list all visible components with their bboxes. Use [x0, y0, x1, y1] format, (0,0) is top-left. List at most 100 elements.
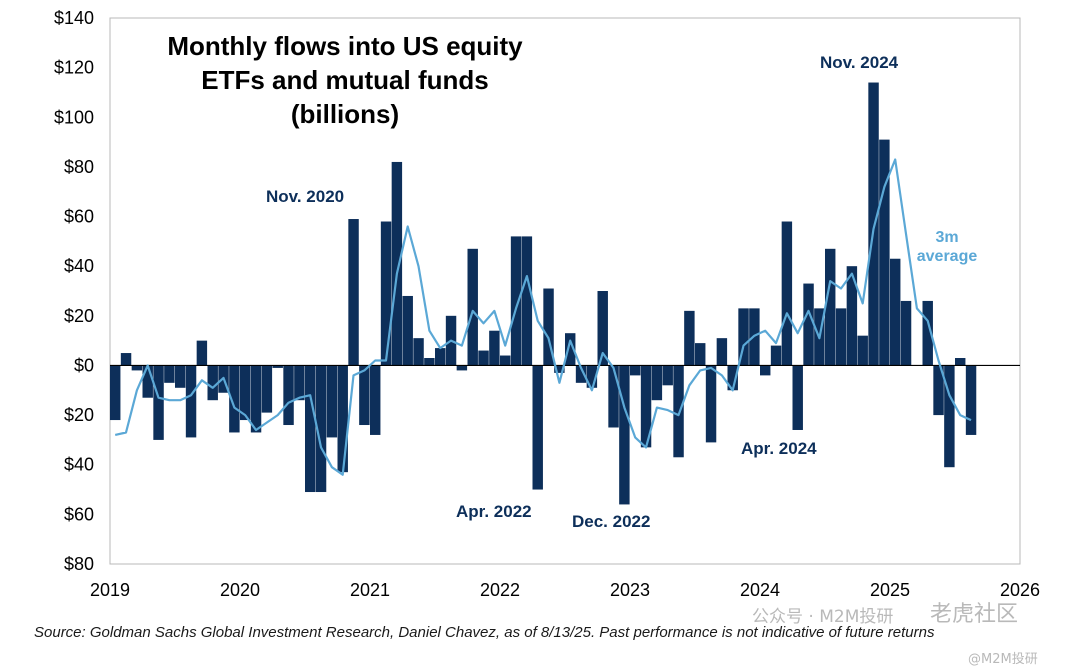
legend-3m-label: 3m — [935, 229, 958, 246]
flow-bar — [825, 248, 836, 366]
x-tick-label: 2019 — [90, 580, 130, 600]
flow-bar — [662, 365, 673, 386]
annotation-nov-2024: Nov. 2024 — [820, 53, 899, 72]
flows-chart: $140 $120 $100 $80 $60 $40 $20 $0 $20 $40 $60 $80 2… — [54, 8, 1040, 600]
y-tick-label: $0 — [74, 355, 94, 375]
flow-bar — [890, 258, 901, 366]
y-tick-label: $40 — [64, 256, 94, 276]
flow-bar — [868, 82, 879, 366]
flow-bar — [229, 365, 240, 433]
flow-bar — [716, 338, 728, 366]
flow-bar — [792, 365, 803, 430]
flow-bar — [402, 295, 413, 366]
flow-bar — [630, 365, 641, 376]
x-axis: 2019 2020 2021 2022 2023 2024 2025 2026 — [90, 580, 1040, 600]
flow-bar — [370, 365, 381, 435]
y-tick-label: $80 — [64, 554, 94, 574]
flow-bar — [738, 308, 749, 366]
chart-title: Monthly flows into US equity ETFs and mu… — [167, 31, 523, 129]
y-tick-label: $60 — [64, 504, 94, 524]
x-tick-label: 2020 — [220, 580, 260, 600]
flow-bar — [705, 365, 717, 443]
flow-bar — [326, 365, 338, 438]
flow-bar — [965, 365, 977, 435]
flow-bar — [391, 161, 403, 366]
flow-bar — [857, 335, 868, 366]
flow-bar — [315, 365, 327, 493]
flow-bar — [131, 365, 143, 371]
x-tick-label: 2026 — [1000, 580, 1040, 600]
x-tick-label: 2021 — [350, 580, 390, 600]
flow-bar — [348, 219, 359, 366]
flow-bar — [543, 288, 554, 366]
flow-bar — [846, 266, 858, 366]
flow-bar — [597, 291, 608, 366]
flow-bar — [164, 365, 175, 383]
flow-bar — [435, 348, 446, 366]
flow-bar — [305, 365, 316, 493]
flow-bar — [673, 365, 684, 458]
watermark-right: 老虎社区 — [930, 602, 1019, 627]
flow-bar — [175, 365, 186, 388]
y-tick-label: $20 — [64, 405, 94, 425]
flow-bar — [619, 365, 630, 505]
flow-bar — [196, 340, 208, 366]
flow-bar — [933, 365, 944, 416]
y-tick-label: $80 — [64, 157, 94, 177]
annotations: Nov. 2020 Apr. 2022 Dec. 2022 Apr. 2024 … — [266, 53, 977, 531]
flow-bar — [283, 365, 294, 426]
flow-bar — [185, 365, 197, 438]
flow-bar — [120, 353, 132, 366]
flow-bar — [608, 365, 619, 428]
x-tick-label: 2024 — [740, 580, 780, 600]
flow-bar — [294, 365, 305, 401]
y-tick-label: $120 — [54, 58, 94, 78]
title-line-3: (billions) — [291, 99, 399, 129]
flow-bar — [900, 300, 912, 366]
flow-bar — [110, 365, 121, 421]
flow-bar — [684, 310, 695, 366]
flow-bar — [489, 330, 500, 366]
annotation-nov-2020: Nov. 2020 — [266, 187, 344, 206]
flow-bar — [803, 283, 814, 366]
flow-bar — [142, 365, 153, 398]
flow-bar — [640, 365, 652, 448]
flow-bar — [207, 365, 218, 401]
flow-bar — [153, 365, 164, 440]
legend-average-label: average — [917, 248, 978, 265]
flow-bar — [359, 365, 370, 426]
title-line-1: Monthly flows into US equity — [167, 31, 523, 61]
flow-bar — [575, 365, 587, 383]
flow-bar — [532, 365, 543, 490]
y-tick-label: $100 — [54, 107, 94, 127]
flow-bar — [727, 365, 738, 391]
flow-bar — [500, 355, 511, 366]
flow-bar — [651, 365, 663, 401]
flow-bar — [521, 236, 533, 366]
flow-bar — [835, 308, 847, 366]
flow-bar — [272, 365, 283, 368]
source-note: Source: Goldman Sachs Global Investment … — [34, 624, 935, 641]
y-axis: $140 $120 $100 $80 $60 $40 $20 $0 $20 $40 $60 $80 — [54, 8, 94, 574]
watermark-bottom: @M2M投研 — [968, 652, 1038, 667]
flow-bar — [955, 358, 966, 366]
flow-bar — [565, 333, 576, 366]
title-line-2: ETFs and mutual funds — [201, 65, 488, 95]
y-tick-label: $140 — [54, 8, 94, 28]
flow-bar — [413, 338, 424, 366]
flow-bar — [467, 248, 478, 366]
flow-bar — [510, 236, 522, 366]
x-tick-label: 2022 — [480, 580, 520, 600]
y-tick-label: $40 — [64, 455, 94, 475]
flow-bar — [261, 365, 273, 413]
y-tick-label: $60 — [64, 207, 94, 227]
plot-frame — [109, 17, 1021, 565]
flow-bar — [944, 365, 955, 468]
flow-bar — [922, 300, 933, 366]
y-tick-label: $20 — [64, 306, 94, 326]
three-month-average-line — [114, 158, 972, 476]
x-tick-label: 2025 — [870, 580, 910, 600]
x-tick-label: 2023 — [610, 580, 650, 600]
flow-bar — [770, 345, 782, 366]
watermark-left: 公众号 · M2M投研 — [752, 607, 894, 627]
